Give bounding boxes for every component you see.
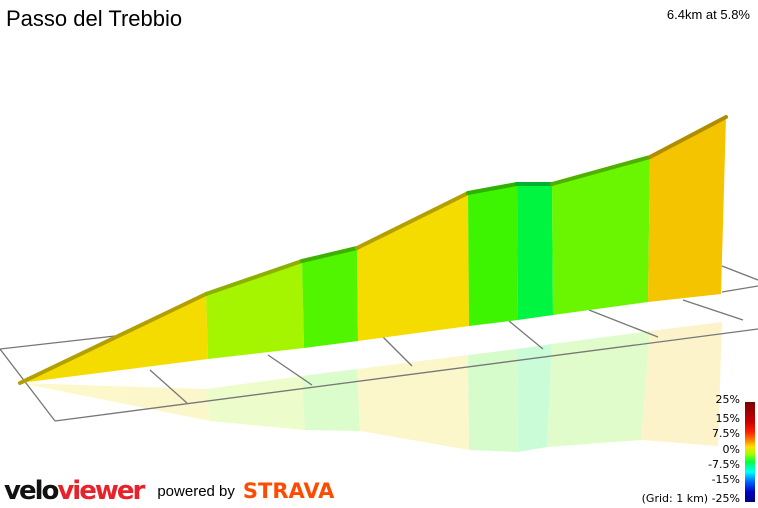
segment-3	[302, 248, 358, 348]
segment-7	[552, 157, 650, 315]
segment-2	[206, 261, 304, 359]
chart-title: Passo del Trebbio	[6, 6, 183, 31]
legend-label-neg-15: -15%	[711, 473, 740, 486]
profile-ridge	[18, 115, 728, 385]
segment-4	[357, 193, 469, 341]
segment-8	[648, 117, 726, 302]
legend-label-0: 0%	[722, 443, 740, 456]
legend-label-15: 15%	[715, 412, 740, 425]
profile-reflection	[20, 322, 722, 452]
legend-label-25: 25%	[715, 393, 740, 406]
veloviewer-logo-velo: velo	[4, 476, 59, 506]
ground-grid	[0, 265, 758, 422]
strava-logo: STRAVA	[242, 479, 335, 503]
veloviewer-logo-viewer: viewer	[57, 476, 145, 506]
segment-6	[517, 184, 553, 320]
gradient-color-scale	[745, 402, 755, 502]
footer-branding: velo viewer powered by STRAVA	[4, 476, 334, 506]
climb-summary: 6.4km at 5.8%	[666, 7, 750, 22]
legend-label-7-5: 7.5%	[712, 427, 740, 440]
legend-label-neg-25-grid: (Grid: 1 km) -25%	[641, 492, 740, 505]
legend-label-neg-7-5: -7.5%	[708, 458, 740, 471]
powered-by-text: powered by	[157, 482, 235, 500]
segment-5	[468, 184, 518, 326]
